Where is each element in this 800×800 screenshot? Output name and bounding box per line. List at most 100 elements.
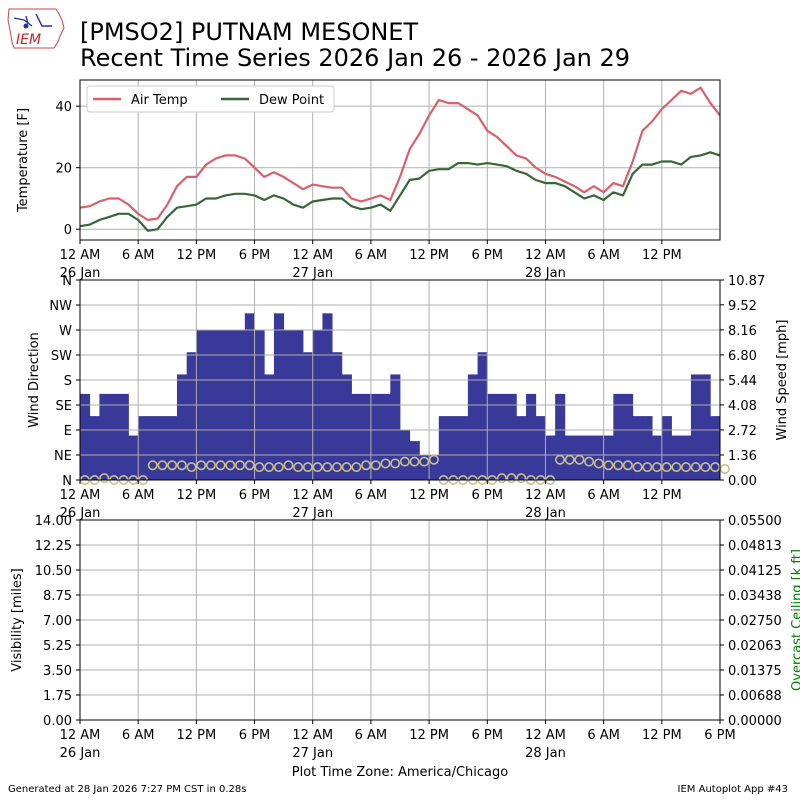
chart-title-line2: Recent Time Series 2026 Jan 26 - 2026 Ja… (80, 44, 631, 72)
ceiling-ytick-label: 0.03438 (728, 589, 782, 604)
wind-direction-bar (273, 313, 285, 480)
dew-point-line (79, 151, 721, 232)
wind-speed-marker (205, 460, 216, 471)
wind-direction-bar (341, 374, 352, 480)
visibility-xtick-label: 6 PM (239, 728, 270, 743)
wind-direction-bar (652, 435, 663, 480)
temperature-series (79, 86, 721, 232)
logo-dot (23, 23, 29, 29)
temperature-yticks: 0 20 40 (55, 100, 80, 238)
wind-direction-ytick-label: E (64, 424, 72, 439)
wind-speed-marker (322, 462, 333, 473)
generated-timestamp: Generated at 28 Jan 2026 7:27 PM CST in … (8, 784, 247, 795)
wind-direction-bar (118, 393, 129, 480)
temperature-xtick-label: 12 PM (642, 248, 682, 263)
wind-xtick-label: 12 PM (176, 488, 216, 503)
visibility-xtick-label: 6 AM (587, 728, 620, 743)
wind-speed-ytick-label: 0.00 (728, 474, 757, 489)
wind-speed-marker (283, 460, 294, 471)
visibility-panel: 0.001.753.505.257.008.7510.5012.2514.00 … (10, 514, 800, 780)
wind-direction-bar (593, 435, 605, 480)
wind-direction-bar (157, 416, 168, 480)
wind-direction-bar (526, 393, 537, 480)
wind-direction-bar (632, 416, 643, 480)
temperature-xtick-label: 6 PM (239, 248, 270, 263)
wind-speed-ytick-label: 5.44 (728, 374, 757, 389)
wind-direction-bar (448, 416, 459, 480)
temperature-legend: Air Temp Dew Point (86, 85, 335, 113)
wind-direction-bar (574, 435, 585, 480)
wind-speed-marker (506, 473, 517, 484)
wind-speed-marker (167, 460, 178, 471)
wind-direction-bar (167, 416, 178, 480)
wind-direction-bar (535, 416, 546, 480)
visibility-ylabel: Visibility [miles] (10, 568, 25, 671)
wind-xtick-date: 26 Jan (60, 506, 101, 521)
wind-speed-marker (593, 458, 604, 469)
ceiling-ytick-label: 0.05500 (728, 514, 782, 529)
ceiling-ytick-label: 0.02063 (728, 639, 782, 654)
wind-xtick-date: 28 Jan (525, 506, 566, 521)
visibility-ytick-label: 14.00 (35, 514, 72, 529)
wind-speed-marker (264, 462, 275, 473)
ceiling-ytick-label: 0.04125 (728, 564, 782, 579)
wind-speed-marker (186, 462, 197, 473)
wind-speed-marker (409, 456, 420, 467)
logo-text: IEM (16, 32, 41, 48)
wind-direction-ytick-label: N (62, 274, 72, 289)
visibility-grid (79, 519, 721, 721)
wind-direction-bar (487, 393, 498, 480)
ceiling-ylabel: Overcast Ceiling [k ft] (790, 549, 800, 691)
wind-speed-ytick-label: 2.72 (728, 424, 757, 439)
visibility-xtick-label: 12 AM (525, 728, 566, 743)
wind-direction-bar (623, 393, 634, 480)
wind-speed-marker (99, 473, 110, 484)
temperature-panel: 0 20 40 12 AM 26 Jan 6 AM 12 PM 6 PM 12 AM 27 Ja… (16, 79, 721, 281)
air-temp-line (79, 86, 721, 222)
wind-direction-bar (99, 393, 110, 480)
wind-direction-bar (89, 416, 100, 480)
visibility-xtick-label: 12 PM (642, 728, 682, 743)
legend-dew-point-label: Dew Point (259, 93, 324, 108)
wind-xtick-label: 6 PM (239, 488, 270, 503)
wind-xtick-label: 6 PM (472, 488, 503, 503)
wind-speed-marker (632, 462, 643, 473)
wind-xtick-label: 12 AM (60, 488, 101, 503)
temperature-ytick-label: 0 (64, 223, 72, 238)
wind-speed-marker (273, 462, 284, 473)
wind-direction-bar (642, 416, 653, 480)
wind-direction-ytick-label: NW (49, 299, 72, 314)
wind-speed-marker (428, 454, 439, 465)
wind-direction-bar (419, 455, 430, 480)
wind-speed-ytick-label: 6.80 (728, 349, 757, 364)
wind-speed-marker (496, 473, 507, 484)
temperature-xtick-label: 12 AM (525, 248, 566, 263)
wind-direction-bar (390, 374, 401, 480)
visibility-ytick-label: 7.00 (43, 614, 72, 629)
wind-speed-ytick-label: 1.36 (728, 449, 757, 464)
wind-speed-marker (196, 460, 207, 471)
wind-speed-marker (574, 454, 585, 465)
autoplot-app-id: IEM Autoplot App #43 (677, 784, 788, 795)
wind-direction-bar (409, 441, 420, 480)
wind-speed-marker (380, 458, 391, 469)
wind-speed-marker (147, 460, 158, 471)
visibility-ytick-label: 5.25 (43, 639, 72, 654)
wind-speed-marker (361, 460, 372, 471)
wind-direction-bar (603, 435, 614, 480)
wind-direction-bar (176, 374, 188, 480)
temperature-xticks: 12 AM 26 Jan 6 AM 12 PM 6 PM 12 AM 27 Jan 6 AM 1… (60, 240, 682, 281)
wind-direction-bar (438, 416, 449, 480)
wind-direction-bar (361, 393, 372, 480)
temperature-xtick-label: 6 AM (122, 248, 155, 263)
ceiling-ytick-label: 0.04813 (728, 539, 782, 554)
legend-air-temp-label: Air Temp (131, 93, 188, 108)
wind-speed-ytick-label: 4.08 (728, 399, 757, 414)
wind-xtick-label: 6 AM (122, 488, 155, 503)
wind-speed-marker (710, 462, 721, 473)
wind-speed-marker (341, 462, 352, 473)
visibility-ytick-label: 8.75 (43, 589, 72, 604)
visibility-ytick-label: 0.00 (43, 714, 72, 729)
wind-speed-marker (603, 460, 614, 471)
